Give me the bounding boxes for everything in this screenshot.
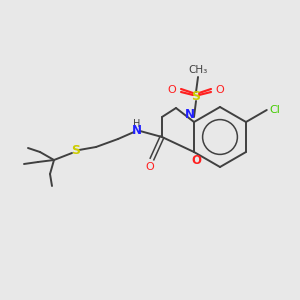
Text: N: N bbox=[185, 109, 195, 122]
Text: CH₃: CH₃ bbox=[188, 65, 208, 75]
Text: O: O bbox=[216, 85, 224, 95]
Text: S: S bbox=[191, 91, 200, 103]
Text: O: O bbox=[191, 154, 201, 166]
Text: Cl: Cl bbox=[269, 105, 280, 115]
Text: N: N bbox=[132, 124, 142, 137]
Text: H: H bbox=[133, 119, 141, 129]
Text: S: S bbox=[71, 145, 80, 158]
Text: O: O bbox=[168, 85, 176, 95]
Text: O: O bbox=[146, 162, 154, 172]
